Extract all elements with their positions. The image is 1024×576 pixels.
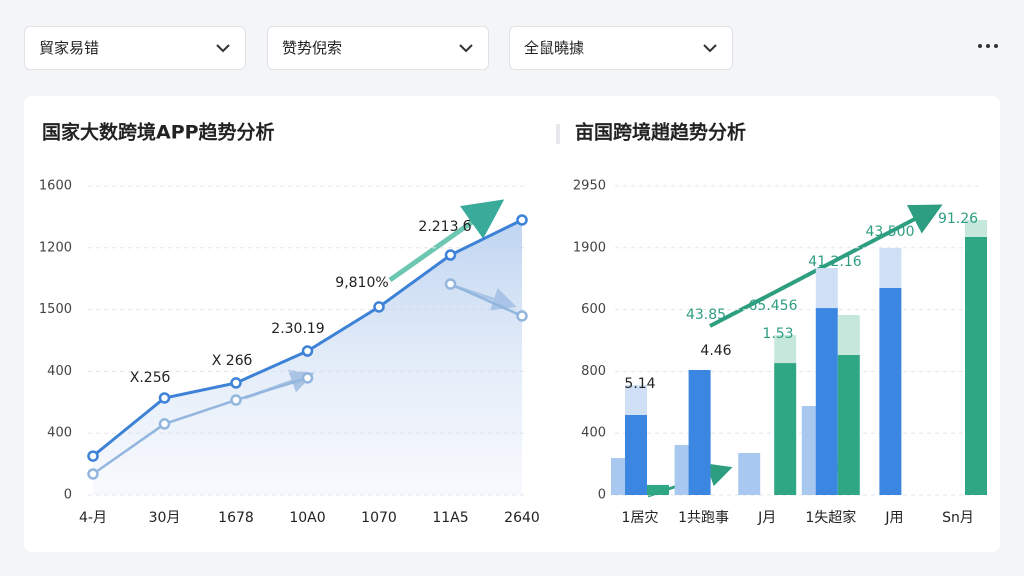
point [301, 345, 314, 357]
y-tick-label: 1900 [573, 240, 606, 255]
annotation: 2.30.19 [271, 321, 324, 337]
annotation: 9,810% [335, 275, 388, 291]
chart-title: 亩国跨境趙趋势分析 [575, 121, 746, 144]
y-tick-label: 400 [47, 426, 72, 441]
point [444, 278, 457, 290]
bar [965, 219, 987, 237]
more-menu[interactable] [976, 40, 1000, 52]
line [92, 282, 523, 476]
filter-dropdown[interactable]: 赞势倪索 [267, 26, 489, 70]
point [230, 394, 242, 406]
point [444, 249, 457, 261]
y-tick-label: 0 [64, 488, 72, 503]
bar [879, 247, 902, 288]
point [87, 468, 99, 480]
bar [879, 287, 902, 495]
x-tick-label: 11A5 [432, 510, 468, 526]
bar [965, 236, 987, 496]
divider [556, 124, 560, 144]
bar [647, 484, 669, 495]
annotation: 91.26 [938, 211, 978, 227]
x-tick-label: 1居灾 [622, 509, 659, 526]
y-tick-label: 1200 [39, 240, 72, 255]
filter-label: 赞势倪索 [282, 39, 343, 57]
x-tick-label: 1失超家 [805, 509, 856, 526]
bar [815, 308, 838, 495]
chevron [216, 44, 230, 53]
annotation: 5.14 [624, 376, 655, 392]
trend-arrow [388, 199, 505, 283]
annotation: X.25б [130, 370, 171, 386]
filter-label: 貿家易错 [39, 39, 100, 57]
point [158, 392, 171, 404]
y-tick-label: 600 [581, 302, 606, 317]
bar [738, 452, 761, 495]
point [87, 450, 99, 462]
bar [774, 335, 797, 364]
bar [688, 370, 711, 495]
x-tick-label: 1共跑事 [678, 510, 729, 526]
bar [837, 355, 860, 495]
chevron [459, 44, 473, 53]
filter-dropdown[interactable]: 全鼠曉據 [509, 26, 733, 70]
y-tick-label: 400 [47, 364, 72, 379]
annotation: 65.456 [749, 298, 798, 314]
x-tick-label: 2640 [504, 510, 540, 526]
y-tick-label: 2950 [573, 179, 606, 194]
x-tick-label: 1070 [361, 510, 397, 526]
point [516, 310, 528, 322]
chart-title: 国家大数跨境APP趋势分析 [42, 121, 275, 144]
y-tick-label: 400 [581, 426, 606, 441]
x-tick-label: 30月 [149, 510, 181, 526]
bar [625, 384, 647, 415]
trend-arrow [709, 204, 943, 328]
bar [625, 414, 647, 495]
point [516, 214, 528, 226]
point [230, 377, 242, 389]
point [158, 418, 171, 430]
x-tick-label: 10A0 [289, 510, 325, 526]
annotation: 4.46 [700, 343, 731, 359]
x-tick-label: 1678 [218, 510, 254, 526]
y-tick-label: 1500 [39, 302, 72, 317]
point [373, 301, 385, 313]
area [93, 219, 522, 496]
annotation: 43.85 [686, 307, 726, 323]
point [301, 372, 314, 384]
filter-dropdown[interactable]: 貿家易错 [24, 26, 246, 70]
bar [815, 268, 838, 309]
filter-label: 全鼠曉據 [524, 39, 585, 57]
annotation: 1.53 [762, 326, 793, 342]
annotation: 43.500 [866, 224, 915, 240]
x-tick-label: J月 [757, 510, 776, 526]
bar [774, 363, 797, 495]
chevron [703, 44, 717, 53]
annotation: 41.2.16 [808, 254, 862, 270]
y-tick-label: 1600 [39, 179, 72, 194]
y-tick-label: 0 [598, 488, 606, 503]
annotation: 2.213 б [418, 219, 471, 235]
x-tick-label: J用 [884, 510, 903, 526]
x-tick-label: Sn月 [942, 510, 974, 526]
annotation: X 26б [212, 353, 253, 369]
bar [837, 315, 860, 356]
y-tick-label: 800 [581, 364, 606, 379]
x-tick-label: 4-月 [79, 510, 107, 526]
